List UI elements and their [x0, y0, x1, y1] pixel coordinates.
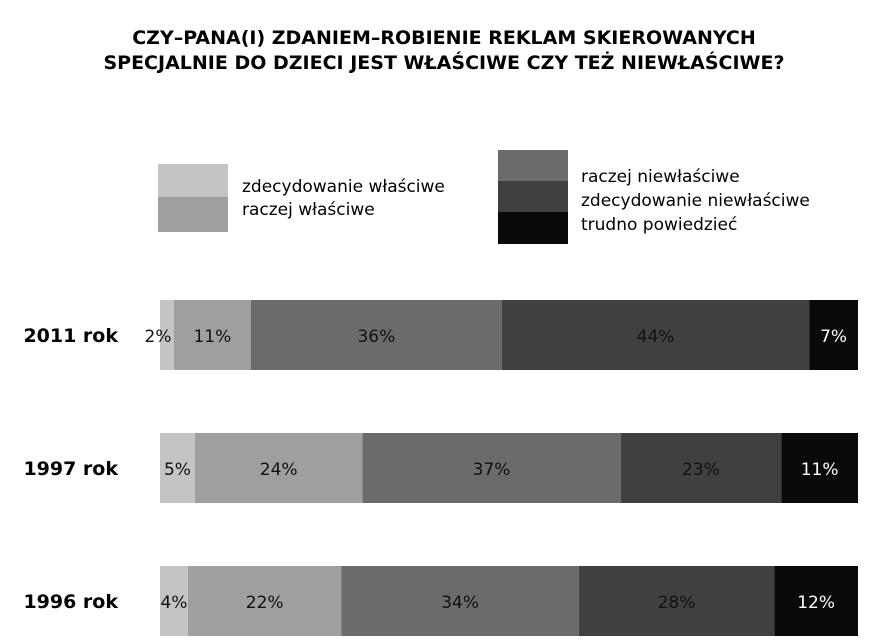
bar-segment: [187, 566, 342, 636]
data-label: 34%: [441, 593, 479, 613]
data-label: 2%: [145, 327, 172, 347]
chart-title-line-1: CZY–PANA(I) ZDANIEM–ROBIENIE REKLAM SKIE…: [132, 27, 756, 49]
data-label: 23%: [682, 460, 720, 480]
bar-segment: [173, 300, 251, 370]
legend-swatch-zdecydowanie-wlasciwe: [158, 164, 228, 197]
legend-label-raczej-wlasciwe: raczej właściwe: [242, 200, 375, 220]
bar-segment: [362, 433, 621, 503]
legend-swatch-zdecydowanie-niewlasciwe: [498, 181, 568, 212]
data-label: 28%: [658, 593, 696, 613]
bar-segment: [809, 300, 858, 370]
data-label: 12%: [797, 593, 835, 613]
legend-label-zdecydowanie-niewlasciwe: zdecydowanie niewłaściwe: [581, 191, 810, 211]
bar-segment: [160, 566, 188, 636]
data-label: 44%: [637, 327, 675, 347]
bar-segment: [341, 566, 579, 636]
data-label: 37%: [473, 460, 511, 480]
data-label: 5%: [164, 460, 191, 480]
chart-title-line-2: SPECJALNIE DO DZIECI JEST WŁAŚCIWE CZY T…: [103, 52, 785, 74]
legend-swatch-raczej-niewlasciwe: [498, 150, 568, 181]
data-label: 4%: [160, 593, 187, 613]
data-label: 22%: [246, 593, 284, 613]
bar-segment: [502, 300, 810, 370]
bar-segment: [620, 433, 782, 503]
legend-label-trudno-powiedziec: trudno powiedzieć: [581, 215, 738, 235]
chart-title: CZY–PANA(I) ZDANIEM–ROBIENIE REKLAM SKIE…: [0, 26, 888, 76]
data-label: 24%: [260, 460, 298, 480]
bar-segment: [250, 300, 503, 370]
bar-segment: [160, 433, 195, 503]
data-label: 11%: [801, 460, 839, 480]
legend-swatch-trudno-powiedziec: [498, 212, 568, 244]
category-label: 1996 rok: [23, 591, 118, 613]
legend-label-zdecydowanie-wlasciwe: zdecydowanie właściwe: [242, 177, 445, 197]
category-label: 2011 rok: [23, 325, 118, 347]
legend-swatch-raczej-wlasciwe: [158, 197, 228, 232]
data-label: 36%: [357, 327, 395, 347]
bar-segment: [160, 300, 174, 370]
bar-segment: [578, 566, 775, 636]
data-label: 7%: [820, 327, 847, 347]
legend-label-raczej-niewlasciwe: raczej niewłaściwe: [581, 167, 740, 187]
category-label: 1997 rok: [23, 458, 118, 480]
data-label: 11%: [193, 327, 231, 347]
bar-segment: [781, 433, 858, 503]
bar-segment: [194, 433, 363, 503]
bar-segment: [774, 566, 858, 636]
